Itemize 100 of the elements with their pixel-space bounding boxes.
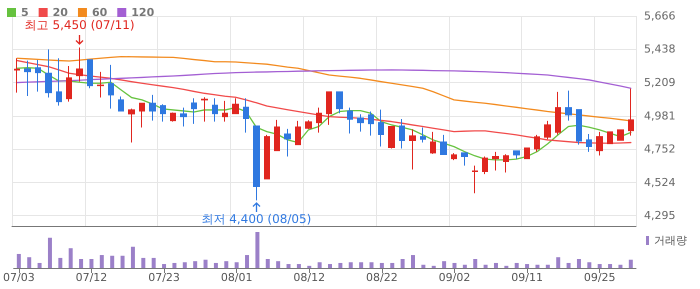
candlestick xyxy=(316,107,322,134)
candlestick xyxy=(586,133,592,152)
bar xyxy=(348,262,353,268)
candlestick xyxy=(534,134,540,152)
annotation: 최저 4,400 (08/05) xyxy=(201,212,312,226)
bar xyxy=(494,262,498,268)
candlestick xyxy=(232,98,239,114)
candlestick xyxy=(409,128,416,170)
bar xyxy=(255,232,260,268)
legend-label: 거래량 xyxy=(654,234,687,247)
bar xyxy=(587,262,592,268)
bar xyxy=(110,256,114,268)
candlestick xyxy=(388,126,395,150)
bar xyxy=(400,259,405,268)
candlestick xyxy=(399,118,405,150)
candlestick xyxy=(253,125,260,201)
candlestick xyxy=(284,128,291,158)
candlestick xyxy=(451,152,457,161)
bar xyxy=(525,264,530,268)
x-tick-label: 07/23 xyxy=(148,271,180,284)
candlestick xyxy=(430,131,436,154)
bar xyxy=(598,264,602,268)
bar xyxy=(224,261,228,268)
candlestick xyxy=(264,134,270,180)
line-series xyxy=(16,67,632,161)
bar xyxy=(535,264,540,268)
y-tick-label: 4,752 xyxy=(644,142,676,156)
candlestick xyxy=(368,111,374,136)
bar xyxy=(276,261,280,268)
bar xyxy=(100,255,104,268)
y-tick-label: 4,295 xyxy=(644,209,676,222)
legend-label: 120 xyxy=(131,6,155,19)
x-tick-label: 08/22 xyxy=(366,271,398,284)
x-tick-label: 08/01 xyxy=(220,271,253,284)
candlestick xyxy=(45,48,52,98)
candlestick xyxy=(14,58,20,94)
bar xyxy=(193,261,198,268)
bar xyxy=(421,264,426,268)
bar xyxy=(452,262,456,268)
x-tick-label: 09/02 xyxy=(438,271,470,284)
candlestick xyxy=(461,152,468,166)
candlestick xyxy=(128,108,135,144)
legend-label: 5 xyxy=(21,6,29,19)
bar xyxy=(286,264,291,268)
bar xyxy=(484,264,488,268)
bar xyxy=(566,262,571,268)
candlestick xyxy=(576,109,582,146)
bar xyxy=(390,262,394,268)
candlestick xyxy=(420,127,426,144)
candlestick xyxy=(524,147,530,160)
bar xyxy=(338,262,342,268)
candlestick xyxy=(35,59,41,92)
candlestick xyxy=(160,104,166,122)
candlestick xyxy=(503,154,509,174)
bar xyxy=(245,255,250,268)
candlestick xyxy=(555,91,561,136)
bar xyxy=(16,254,21,268)
bar xyxy=(380,262,384,268)
bar xyxy=(266,259,270,268)
candlestick xyxy=(596,131,603,156)
candlestick xyxy=(139,102,145,128)
bar xyxy=(370,262,374,268)
bar xyxy=(130,246,135,268)
bar xyxy=(296,264,301,268)
bar xyxy=(162,264,166,268)
bar xyxy=(27,257,32,268)
bar xyxy=(68,248,73,268)
bar xyxy=(608,264,612,268)
candlestick xyxy=(628,88,634,136)
legend-label: 20 xyxy=(52,6,68,19)
y-tick-label: 4,524 xyxy=(644,176,676,189)
candlestick xyxy=(544,120,551,140)
candlestick xyxy=(212,98,218,122)
candlestick xyxy=(617,129,624,141)
candlestick xyxy=(492,151,499,172)
bar xyxy=(38,262,42,268)
candlestick xyxy=(274,119,280,152)
candlestick xyxy=(118,96,124,112)
candlestick xyxy=(513,150,520,160)
candlestick xyxy=(295,120,301,146)
candlestick xyxy=(24,60,31,96)
candlestick xyxy=(472,165,478,194)
bar xyxy=(79,259,84,268)
candlestick xyxy=(66,65,72,102)
bar xyxy=(514,262,519,268)
candlestick xyxy=(305,120,312,130)
x-tick-label: 08/12 xyxy=(293,271,326,284)
line-series xyxy=(16,60,632,144)
bar xyxy=(576,259,581,268)
bar xyxy=(328,264,332,268)
candlestick xyxy=(243,98,249,134)
bar xyxy=(120,256,125,268)
candlestick xyxy=(76,46,83,82)
y-tick-label: 5,438 xyxy=(644,42,676,56)
x-tick-label: 09/11 xyxy=(511,271,543,284)
bar xyxy=(556,257,560,268)
candlestick xyxy=(56,58,62,106)
candlestick xyxy=(326,91,332,126)
candlestick xyxy=(440,134,447,155)
candlestick xyxy=(191,98,197,124)
